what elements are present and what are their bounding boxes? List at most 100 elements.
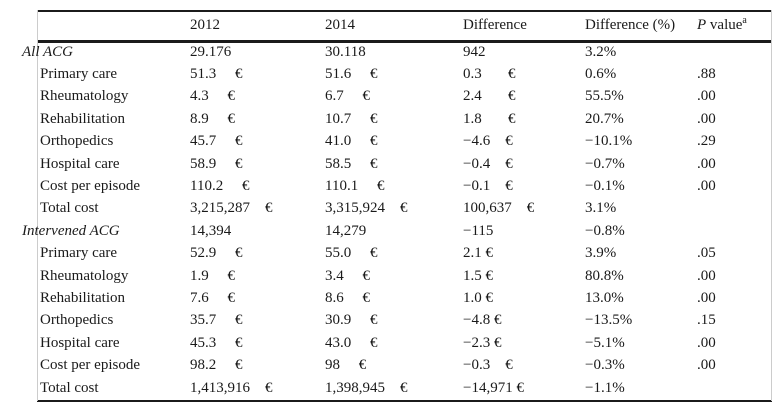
cell-difference-pct: −0.8% bbox=[585, 222, 625, 239]
cell-difference-pct: −1.1% bbox=[585, 379, 625, 396]
header-row: 2012 2014 Difference Difference (%) P va… bbox=[22, 10, 772, 41]
cell-difference-pct: −13.5% bbox=[585, 312, 633, 329]
table-row: Rehabilitation 8.9 € 10.7 € 1.8 € 20.7% … bbox=[22, 108, 772, 130]
table-bottom-rule bbox=[37, 400, 772, 402]
cell-difference: 942 bbox=[463, 43, 486, 60]
table-row: Rehabilitation 7.6 € 8.6 € 1.0 € 13.0% .… bbox=[22, 287, 772, 309]
cell-2012: 110.2 € bbox=[190, 178, 250, 195]
row-label: Hospital care bbox=[40, 155, 120, 172]
cell-p-value: .00 bbox=[697, 357, 716, 374]
cell-p-value: .00 bbox=[697, 155, 716, 172]
p-value-footnote-marker: a bbox=[742, 15, 747, 26]
cell-2014: 41.0 € bbox=[325, 133, 378, 150]
cell-2014: 110.1 € bbox=[325, 178, 385, 195]
cell-p-value bbox=[697, 41, 772, 63]
cell-difference: 0.3 € bbox=[463, 66, 516, 83]
row-label: Total cost bbox=[40, 200, 99, 217]
cell-difference: −0.4 € bbox=[463, 155, 513, 172]
table-row: Orthopedics 45.7 € 41.0 € −4.6 € −10.1% … bbox=[22, 131, 772, 153]
cell-2012: 8.9 € bbox=[190, 110, 235, 127]
cell-2014: 14,279 bbox=[325, 222, 367, 239]
cell-2012: 45.7 € bbox=[190, 133, 243, 150]
cell-2012: 35.7 € bbox=[190, 312, 243, 329]
cell-2014: 1,398,945 € bbox=[325, 379, 408, 396]
cell-difference: −0.1 € bbox=[463, 178, 513, 195]
cell-2012: 98.2 € bbox=[190, 357, 243, 374]
row-label: Orthopedics bbox=[40, 312, 114, 329]
cell-2012: 14,394 bbox=[190, 222, 232, 239]
cell-2012: 1.9 € bbox=[190, 267, 235, 284]
cell-p-value bbox=[697, 377, 772, 399]
table-header-rule bbox=[37, 40, 772, 43]
cell-2014: 10.7 € bbox=[325, 110, 378, 127]
table-right-faint-border bbox=[771, 10, 772, 401]
table-left-faint-border bbox=[37, 10, 38, 401]
cell-difference: −115 bbox=[463, 222, 494, 239]
table-row: Cost per episode 110.2 € 110.1 € −0.1 € … bbox=[22, 175, 772, 197]
table-row: All ACG 29.176 30.118 942 3.2% bbox=[22, 41, 772, 63]
cell-difference-pct: 3.9% bbox=[585, 245, 617, 262]
cell-difference-pct: 0.6% bbox=[585, 66, 617, 83]
cell-2012: 58.9 € bbox=[190, 155, 243, 172]
row-label: Cost per episode bbox=[40, 178, 140, 195]
col-header-difference-pct: Difference (%) bbox=[585, 17, 676, 33]
cell-2012: 51.3 € bbox=[190, 66, 243, 83]
cell-difference-pct: −0.7% bbox=[585, 155, 625, 172]
cell-2012: 45.3 € bbox=[190, 334, 243, 351]
table-row: Orthopedics 35.7 € 30.9 € −4.8 € −13.5% … bbox=[22, 310, 772, 332]
cell-p-value: .00 bbox=[697, 110, 716, 127]
col-header-2012: 2012 bbox=[190, 17, 220, 33]
cell-2014: 6.7 € bbox=[325, 88, 370, 105]
cell-difference: 1.5 € bbox=[463, 267, 493, 284]
cell-2014: 98 € bbox=[325, 357, 367, 374]
acg-cost-comparison-table: 2012 2014 Difference Difference (%) P va… bbox=[22, 10, 772, 399]
cell-difference-pct: 55.5% bbox=[585, 88, 624, 105]
cell-difference: 2.4 € bbox=[463, 88, 516, 105]
table-row: Rheumatology 1.9 € 3.4 € 1.5 € 80.8% .00 bbox=[22, 265, 772, 287]
cell-difference: 1.8 € bbox=[463, 110, 516, 127]
cell-2014: 58.5 € bbox=[325, 155, 378, 172]
cell-difference-pct: −0.1% bbox=[585, 178, 625, 195]
row-label: Rheumatology bbox=[40, 267, 129, 284]
cell-2014: 8.6 € bbox=[325, 289, 370, 306]
cell-p-value: .05 bbox=[697, 245, 716, 262]
table-row: Primary care 51.3 € 51.6 € 0.3 € 0.6% .8… bbox=[22, 63, 772, 85]
row-label: All ACG bbox=[22, 43, 73, 60]
cell-difference: 100,637 € bbox=[463, 200, 535, 217]
cell-difference-pct: 3.1% bbox=[585, 200, 617, 217]
row-label: Rehabilitation bbox=[40, 289, 125, 306]
col-header-difference: Difference bbox=[463, 17, 527, 33]
cell-p-value: .15 bbox=[697, 312, 716, 329]
cell-2012: 1,413,916 € bbox=[190, 379, 273, 396]
cell-difference-pct: 80.8% bbox=[585, 267, 624, 284]
table-row: Hospital care 58.9 € 58.5 € −0.4 € −0.7%… bbox=[22, 153, 772, 175]
empty-header-cell bbox=[22, 10, 190, 41]
cell-p-value: .29 bbox=[697, 133, 716, 150]
cell-difference: −4.8 € bbox=[463, 312, 502, 329]
col-header-p-value: P valuea bbox=[697, 10, 772, 41]
cell-2014: 43.0 € bbox=[325, 334, 378, 351]
row-label: Rehabilitation bbox=[40, 110, 125, 127]
cell-p-value: .00 bbox=[697, 88, 716, 105]
cell-p-value: .00 bbox=[697, 334, 716, 351]
row-label: Hospital care bbox=[40, 334, 120, 351]
table-row: Cost per episode 98.2 € 98 € −0.3 € −0.3… bbox=[22, 354, 772, 376]
cell-difference: −2.3 € bbox=[463, 334, 502, 351]
cell-difference-pct: −0.3% bbox=[585, 357, 625, 374]
cell-p-value bbox=[697, 198, 772, 220]
p-value-text: value bbox=[706, 17, 743, 33]
cell-2014: 3.4 € bbox=[325, 267, 370, 284]
row-label: Primary care bbox=[40, 245, 118, 262]
row-label: Orthopedics bbox=[40, 133, 114, 150]
cell-difference: −0.3 € bbox=[463, 357, 513, 374]
row-label: Total cost bbox=[40, 379, 99, 396]
table-top-rule bbox=[37, 10, 772, 12]
cell-2012: 29.176 bbox=[190, 43, 232, 60]
cell-p-value: .00 bbox=[697, 267, 716, 284]
table-row: Rheumatology 4.3 € 6.7 € 2.4 € 55.5% .00 bbox=[22, 86, 772, 108]
cell-2014: 51.6 € bbox=[325, 66, 378, 83]
cell-2014: 3,315,924 € bbox=[325, 200, 408, 217]
row-label: Cost per episode bbox=[40, 357, 140, 374]
cell-2012: 7.6 € bbox=[190, 289, 235, 306]
